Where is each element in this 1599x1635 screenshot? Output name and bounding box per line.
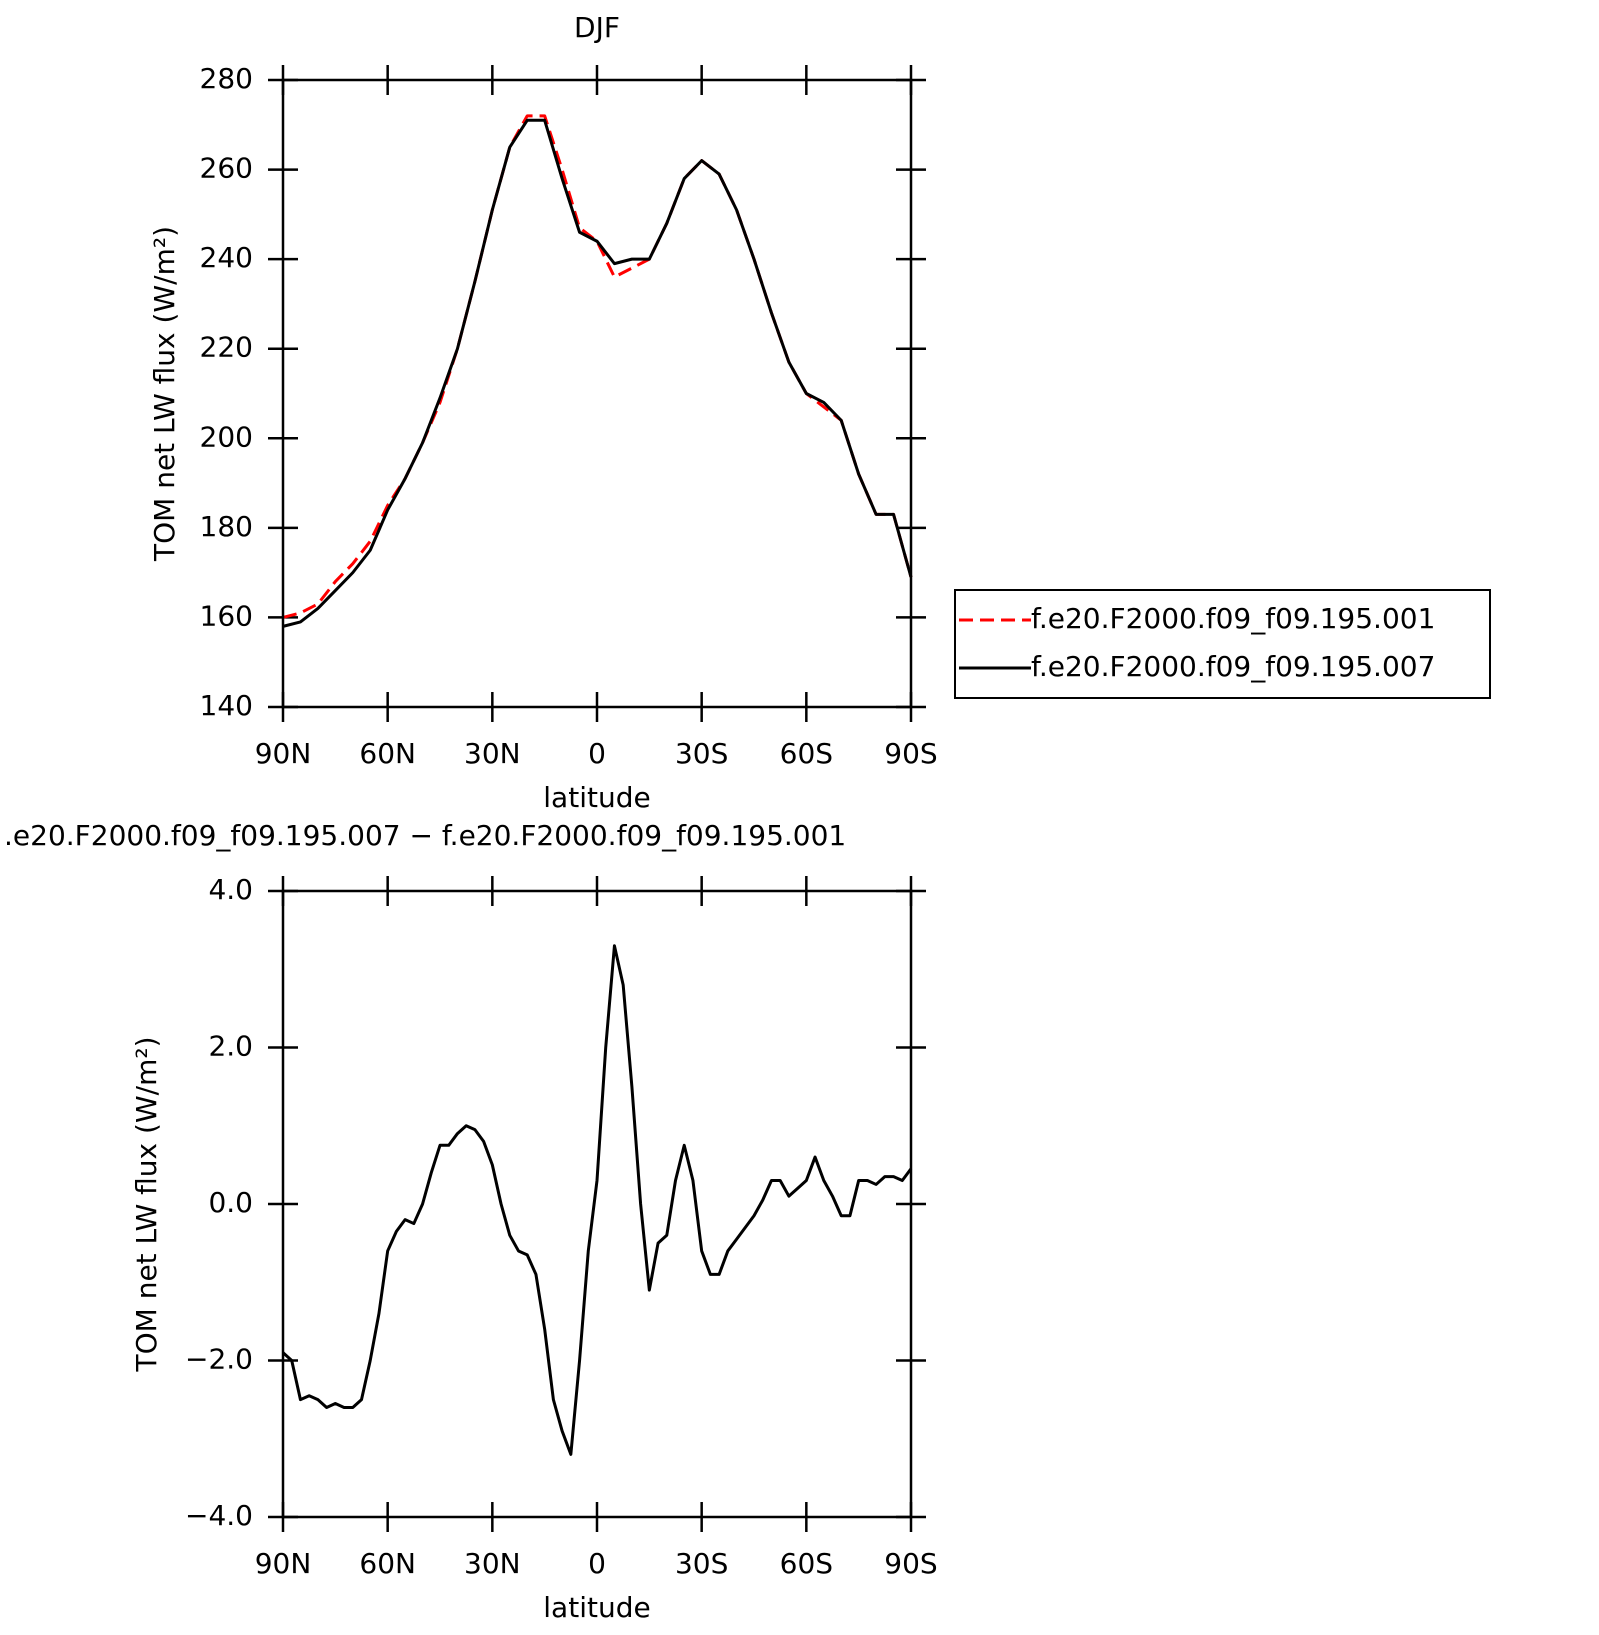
y-tick-label: 280 xyxy=(200,62,253,95)
x-tick-label: 90N xyxy=(255,737,312,770)
chart-title: .e20.F2000.f09_f09.195.007 − f.e20.F2000… xyxy=(4,819,846,852)
plot-frame xyxy=(281,78,913,709)
x-tick-label: 30S xyxy=(675,737,728,770)
x-axis-label: latitude xyxy=(543,781,650,814)
plot-frame xyxy=(281,889,913,1519)
data-line xyxy=(281,944,913,1456)
x-tick-label: 60S xyxy=(780,1547,833,1580)
x-tick-label: 30N xyxy=(464,737,521,770)
legend-label: f.e20.F2000.f09_f09.195.001 xyxy=(1031,602,1435,635)
y-tick-label: 220 xyxy=(200,331,253,364)
y-tick-label: 260 xyxy=(200,152,253,185)
y-tick-label: 2.0 xyxy=(208,1030,253,1063)
x-tick-label: 0 xyxy=(588,737,606,770)
x-tick-label: 90S xyxy=(884,1547,937,1580)
chart-title: DJF xyxy=(574,11,620,44)
x-tick-label: 90S xyxy=(884,737,937,770)
y-axis-label: TOM net LW flux (W/m²) xyxy=(130,1037,163,1373)
y-tick-label: −2.0 xyxy=(185,1343,253,1376)
x-axis-label: latitude xyxy=(543,1591,650,1624)
x-tick-label: 60S xyxy=(780,737,833,770)
y-tick-label: 240 xyxy=(200,241,253,274)
y-tick-label: 140 xyxy=(200,689,253,722)
data-line xyxy=(282,118,913,628)
y-tick-label: 200 xyxy=(200,420,253,453)
x-tick-label: 0 xyxy=(588,1547,606,1580)
legend-label: f.e20.F2000.f09_f09.195.007 xyxy=(1031,650,1435,683)
data-line xyxy=(282,114,913,619)
y-tick-label: 160 xyxy=(200,599,253,632)
y-tick-label: 0.0 xyxy=(208,1186,253,1219)
y-tick-label: −4.0 xyxy=(185,1499,253,1532)
y-tick-label: 180 xyxy=(200,510,253,543)
x-tick-label: 60N xyxy=(359,737,416,770)
x-tick-label: 90N xyxy=(255,1547,312,1580)
x-tick-label: 60N xyxy=(359,1547,416,1580)
x-tick-label: 30N xyxy=(464,1547,521,1580)
y-tick-label: 4.0 xyxy=(208,873,253,906)
legend-box xyxy=(954,589,1491,699)
x-tick-label: 30S xyxy=(675,1547,728,1580)
y-axis-label: TOM net LW flux (W/m²) xyxy=(148,226,181,562)
